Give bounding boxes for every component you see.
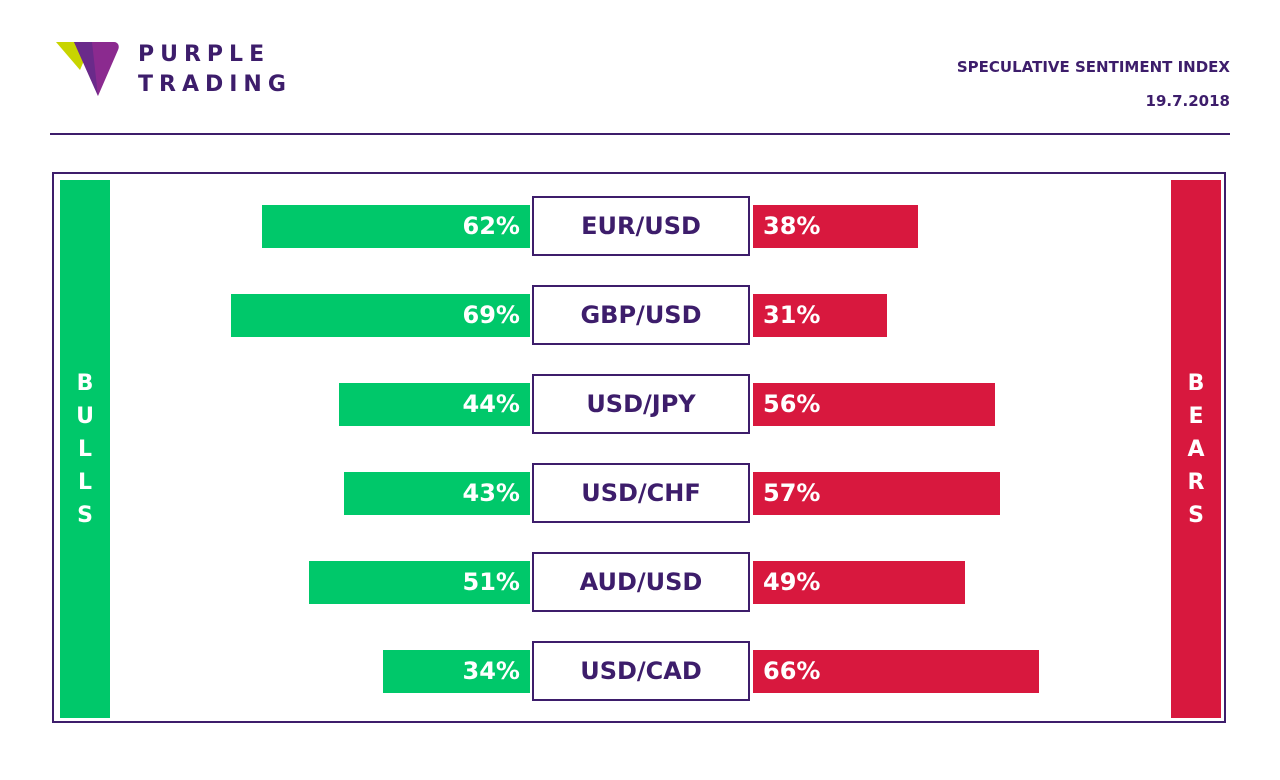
side-letter: U	[76, 403, 94, 429]
side-letter: L	[77, 436, 93, 462]
side-letter: E	[1188, 403, 1204, 429]
bull-bar: 34%	[382, 650, 530, 693]
side-letter: S	[77, 502, 93, 528]
bull-bar: 43%	[343, 472, 530, 515]
currency-pair-row: 43% 57% USD/CHF	[0, 463, 1280, 523]
bear-bar: 56%	[753, 383, 996, 426]
logo-line-1: PURPLE	[138, 42, 271, 67]
side-letter: B	[76, 370, 94, 396]
bear-bar: 57%	[753, 472, 1000, 515]
bull-bar: 62%	[261, 205, 530, 248]
currency-pair-label: EUR/USD	[532, 196, 750, 256]
bear-bar: 49%	[753, 561, 966, 604]
bear-value-label: 56%	[763, 390, 821, 418]
bear-bar: 38%	[753, 205, 918, 248]
bear-value-label: 57%	[763, 479, 821, 507]
currency-pair-row: 34% 66% USD/CAD	[0, 641, 1280, 701]
side-letter: A	[1187, 436, 1205, 462]
bull-value-label: 34%	[462, 657, 520, 685]
bull-value-label: 44%	[462, 390, 520, 418]
side-letter: S	[1188, 502, 1204, 528]
side-letter: R	[1187, 469, 1205, 495]
currency-pair-row: 62% 38% EUR/USD	[0, 196, 1280, 256]
bear-value-label: 66%	[763, 657, 821, 685]
side-letter: B	[1187, 370, 1205, 396]
bull-bar: 44%	[339, 383, 530, 426]
bear-value-label: 49%	[763, 568, 821, 596]
purple-trading-logo: PURPLE TRADING	[52, 38, 312, 102]
currency-pair-row: 69% 31% GBP/USD	[0, 285, 1280, 345]
logo-line-2: TRADING	[138, 72, 292, 97]
currency-pair-row: 51% 49% AUD/USD	[0, 552, 1280, 612]
report-title: SPECULATIVE SENTIMENT INDEX	[956, 58, 1230, 76]
bull-value-label: 62%	[462, 212, 520, 240]
chart-frame	[52, 172, 1226, 723]
bear-value-label: 38%	[763, 212, 821, 240]
bear-bar: 31%	[753, 294, 888, 337]
currency-pair-label: USD/JPY	[532, 374, 750, 434]
logo-text: PURPLE TRADING	[138, 40, 292, 100]
bear-value-label: 31%	[763, 301, 821, 329]
bear-bar: 66%	[753, 650, 1039, 693]
currency-pair-label: USD/CHF	[532, 463, 750, 523]
side-letter: L	[77, 469, 93, 495]
bull-value-label: 43%	[462, 479, 520, 507]
bull-value-label: 69%	[462, 301, 520, 329]
report-header: SPECULATIVE SENTIMENT INDEX 19.7.2018	[957, 56, 1230, 112]
currency-pair-label: AUD/USD	[532, 552, 750, 612]
report-date: 19.7.2018	[1145, 92, 1230, 110]
bull-bar: 51%	[309, 561, 530, 604]
currency-pair-label: GBP/USD	[532, 285, 750, 345]
logo-mark-icon	[56, 42, 119, 96]
header-divider	[50, 133, 1230, 135]
bull-bar: 69%	[231, 294, 530, 337]
currency-pair-label: USD/CAD	[532, 641, 750, 701]
currency-pair-row: 44% 56% USD/JPY	[0, 374, 1280, 434]
bull-value-label: 51%	[462, 568, 520, 596]
